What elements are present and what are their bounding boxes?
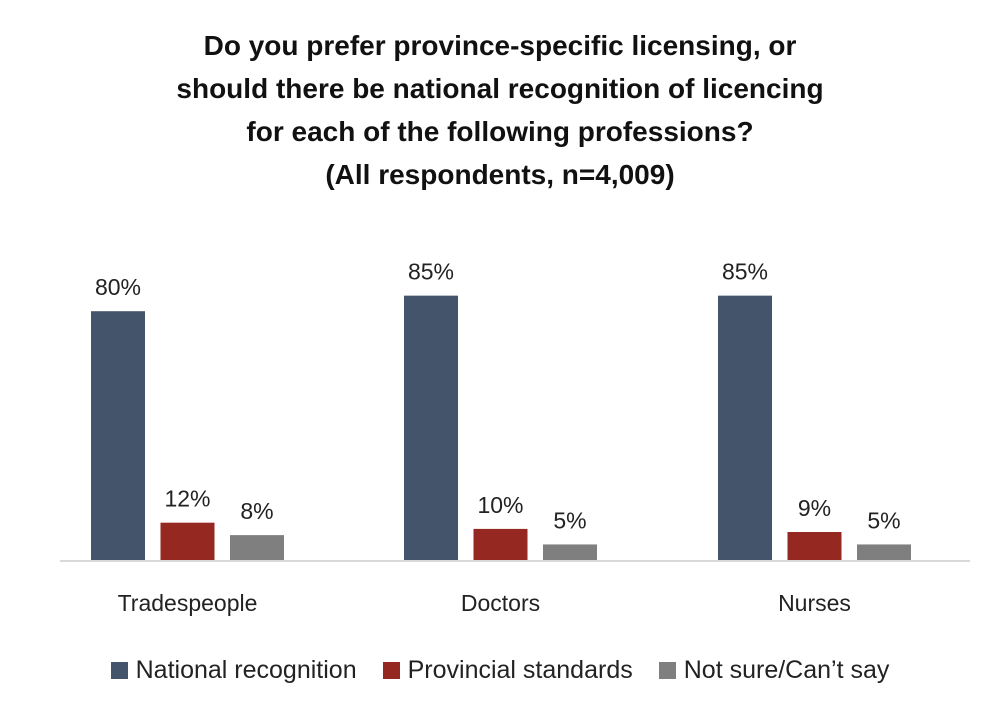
bar [857, 544, 911, 560]
title-line: (All respondents, n=4,009) [325, 159, 675, 190]
bar [91, 311, 145, 560]
data-label: 85% [408, 259, 454, 285]
bar [543, 544, 597, 560]
legend-item: National recognition [110, 656, 357, 685]
title-line: for each of the following professions? [246, 116, 754, 147]
legend-label: Not sure/Can’t say [683, 656, 890, 684]
legend-label: National recognition [135, 656, 357, 684]
legend-swatch [110, 662, 128, 679]
legend-swatch [382, 662, 400, 679]
data-label: 5% [553, 507, 586, 533]
data-label: 12% [164, 486, 210, 512]
bar [404, 295, 458, 560]
bar [787, 532, 842, 560]
data-label: 5% [867, 507, 900, 533]
data-label: 9% [798, 495, 831, 521]
legend-item: Not sure/Can’t say [658, 656, 890, 685]
bar [230, 535, 284, 560]
data-label: 80% [95, 274, 141, 300]
category-label: Tradespeople [118, 590, 258, 616]
legend: National recognition Provincial standard… [0, 656, 1000, 685]
data-label: 8% [240, 498, 273, 524]
data-label: 10% [477, 492, 523, 518]
title-line: Do you prefer province-specific licensin… [203, 30, 797, 61]
bar [160, 522, 215, 560]
category-label: Doctors [461, 590, 540, 616]
bar [473, 528, 528, 560]
category-label: Nurses [778, 590, 851, 616]
bar [718, 295, 772, 560]
legend-item: Provincial standards [382, 656, 633, 685]
legend-label: Provincial standards [407, 656, 633, 684]
legend-swatch [658, 662, 676, 679]
title-line: should there be national recognition of … [176, 73, 824, 104]
chart-title: Do you prefer province-specific licensin… [0, 24, 1000, 196]
data-label: 85% [722, 259, 768, 285]
